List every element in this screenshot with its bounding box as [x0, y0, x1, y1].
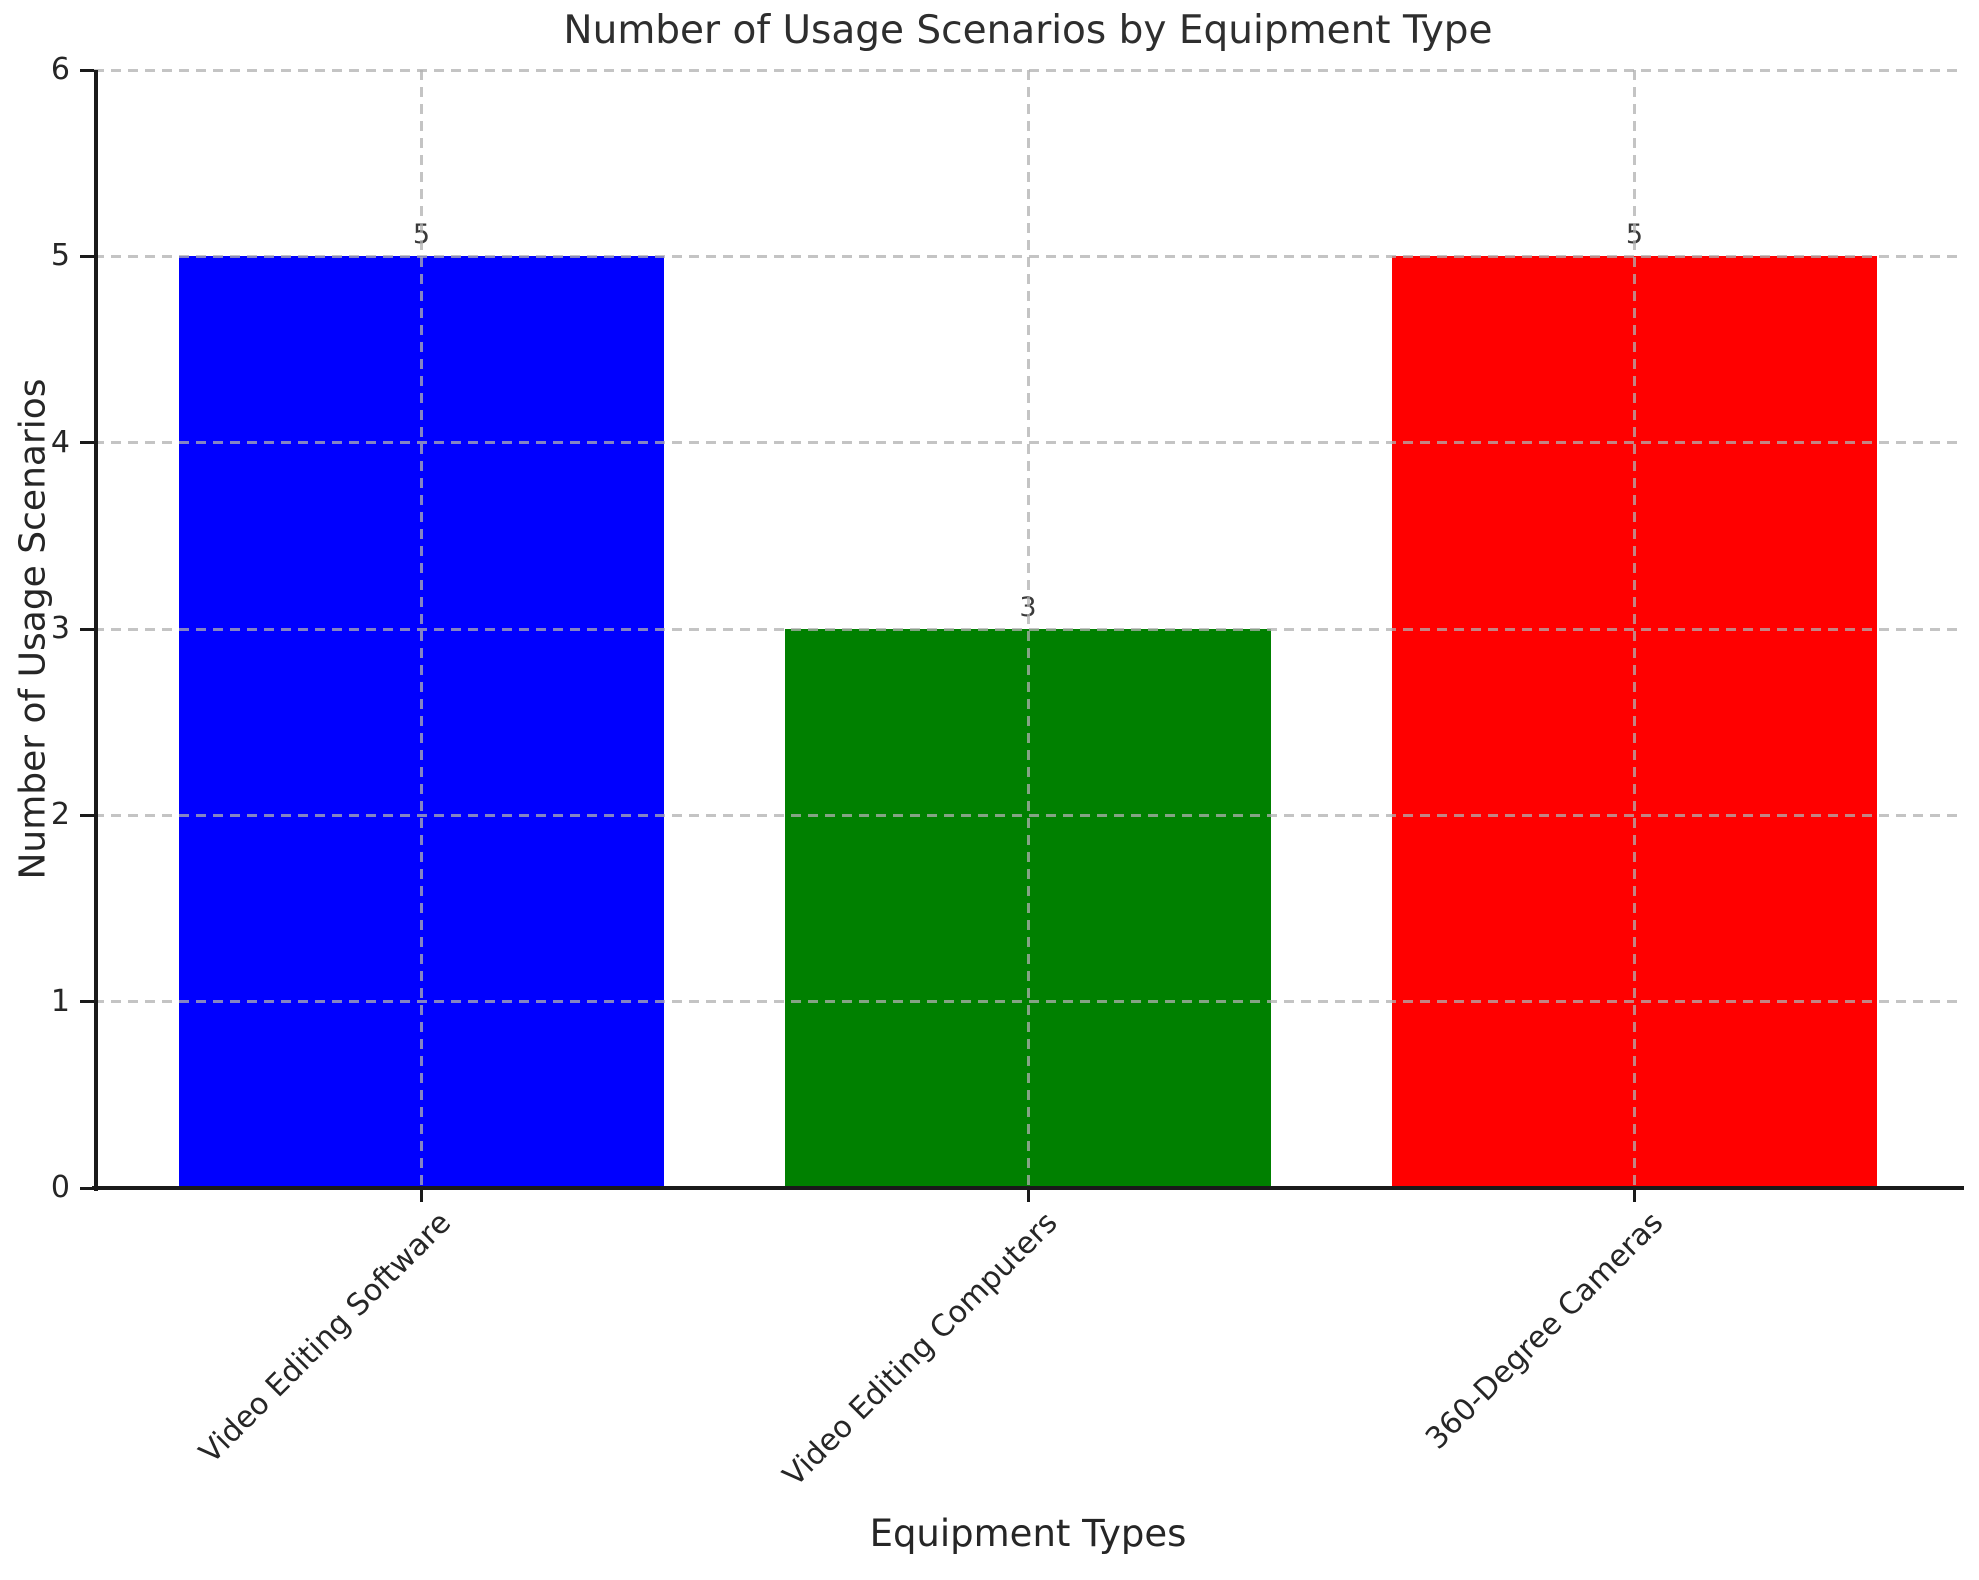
y-tick-label-3: 3: [50, 611, 70, 646]
y-tick-mark-3: [80, 627, 94, 631]
y-tick-label-1: 1: [50, 983, 70, 1019]
x-tick-label-video-editing-software: Video Editing Software: [192, 1205, 458, 1471]
bars-layer: [94, 70, 1962, 1188]
y-tick-mark-2: [80, 813, 94, 817]
plot-area: [94, 68, 1962, 1188]
y-tick-label-6: 6: [50, 52, 70, 87]
y-tick-label-2: 2: [50, 797, 70, 833]
x-tick-label-video-editing-computers: Video Editing Computers: [775, 1205, 1065, 1494]
x-tick-mark-video-editing-software: [420, 1188, 423, 1202]
y-axis-spine: [94, 70, 98, 1191]
y-tick-label-0: 0: [50, 1170, 70, 1205]
chart-title: Number of Usage Scenarios by Equipment T…: [563, 8, 1493, 53]
y-tick-mark-0: [80, 1186, 94, 1190]
y-tick-mark-6: [80, 68, 94, 72]
bar-360-degree-cameras: [1391, 256, 1878, 1188]
x-tick-mark-360-degree-cameras: [1632, 1188, 1636, 1202]
y-tick-label-5: 5: [50, 238, 70, 274]
y-tick-mark-5: [80, 254, 94, 258]
x-tick-mark-video-editing-computers: [1026, 1188, 1030, 1202]
bar-video-editing-software: [178, 256, 665, 1188]
bar-video-editing-computers: [785, 629, 1271, 1188]
y-tick-label-4: 4: [50, 424, 70, 460]
x-axis-label: Equipment Types: [869, 1512, 1187, 1555]
y-tick-mark-4: [80, 441, 94, 445]
x-tick-label-360-degree-cameras: 360-Degree Cameras: [1419, 1205, 1671, 1457]
y-tick-mark-1: [80, 1000, 94, 1004]
